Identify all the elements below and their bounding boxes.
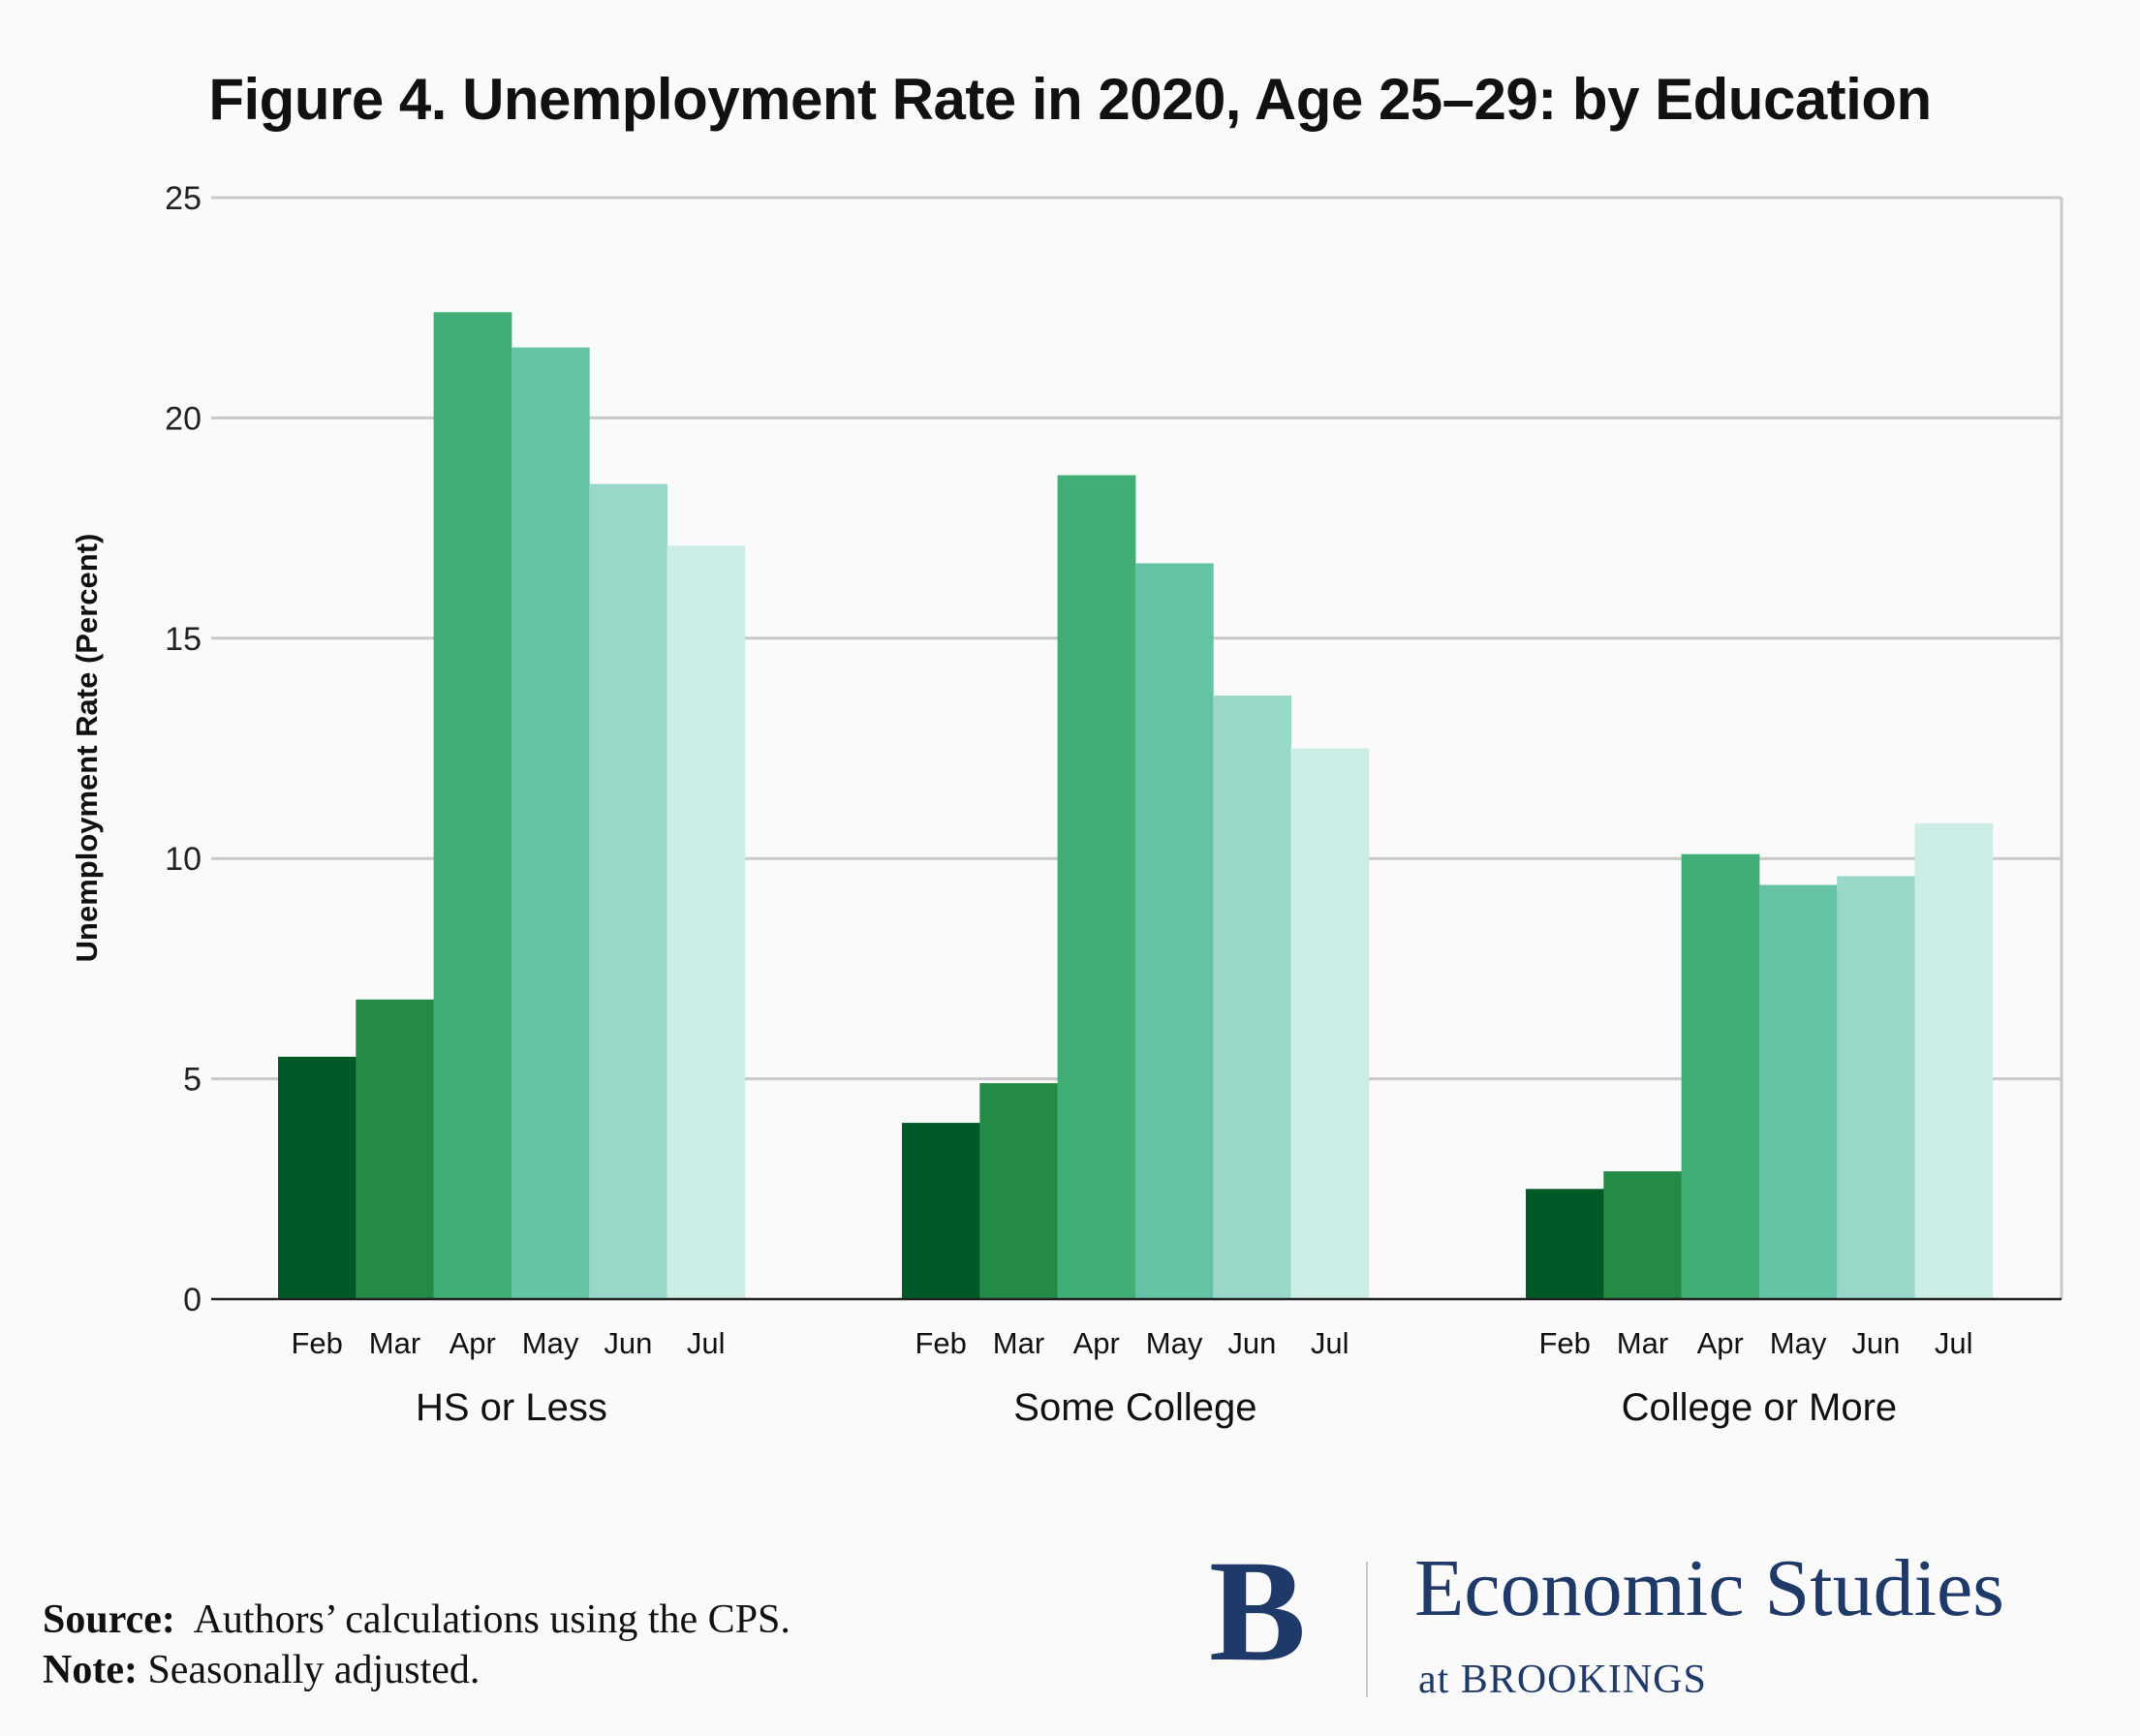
- note-line: Note: Seasonally adjusted.: [43, 1647, 480, 1693]
- bar-jul: [1290, 748, 1370, 1299]
- x-group-label: College or More: [1622, 1386, 1898, 1429]
- x-group-label: HS or Less: [416, 1386, 607, 1429]
- x-month-label: Apr: [450, 1326, 496, 1360]
- note-label: Note:: [43, 1648, 138, 1692]
- note-text: Seasonally adjusted.: [147, 1648, 481, 1692]
- bar-jun: [1837, 876, 1915, 1299]
- x-month-label: Mar: [1617, 1326, 1668, 1360]
- y-tick-label: 25: [165, 180, 202, 217]
- x-month-label: Jul: [687, 1326, 726, 1360]
- brookings-logo-letter: B: [1209, 1531, 1307, 1691]
- x-month-label: Jul: [1311, 1326, 1349, 1360]
- bar-apr: [433, 312, 512, 1299]
- bar-may: [1758, 884, 1838, 1299]
- logo-name: Economic Studies: [1414, 1543, 2004, 1633]
- source-text: Authors’ calculations using the CPS.: [193, 1597, 791, 1642]
- x-month-label: Feb: [291, 1326, 342, 1360]
- source-line: Source: Authors’ calculations using the …: [43, 1596, 791, 1643]
- x-month-label: Apr: [1697, 1326, 1744, 1360]
- bar-apr: [1057, 475, 1136, 1299]
- bar-may: [511, 347, 590, 1300]
- x-month-label: Jul: [1935, 1326, 1973, 1360]
- y-tick-label: 10: [165, 841, 202, 878]
- logo-divider: [1366, 1562, 1368, 1697]
- x-month-label: Apr: [1073, 1326, 1120, 1360]
- bar-mar: [356, 999, 435, 1299]
- bar-mar: [979, 1083, 1059, 1299]
- bar-jul: [1914, 822, 1994, 1299]
- x-month-label: Jun: [1227, 1326, 1276, 1360]
- y-tick-label: 20: [165, 400, 202, 437]
- source-label: Source:: [43, 1597, 175, 1642]
- bar-mar: [1603, 1171, 1683, 1299]
- x-month-label: Mar: [369, 1326, 420, 1360]
- bar-feb: [278, 1056, 357, 1299]
- x-month-label: May: [1146, 1326, 1203, 1360]
- y-tick-label: 5: [183, 1062, 202, 1099]
- bar-feb: [902, 1123, 980, 1299]
- bar-jun: [589, 483, 667, 1299]
- chart-title: Figure 4. Unemployment Rate in 2020, Age…: [208, 67, 1932, 132]
- x-group-label: Some College: [1013, 1386, 1256, 1429]
- y-tick-label: 15: [165, 621, 202, 658]
- bar-may: [1134, 563, 1214, 1299]
- x-month-label: May: [1770, 1326, 1827, 1360]
- x-month-label: Jun: [604, 1326, 652, 1360]
- bar-jul: [667, 545, 746, 1299]
- bar-feb: [1526, 1189, 1604, 1299]
- y-axis-label: Unemployment Rate (Percent): [70, 533, 104, 963]
- x-month-label: Feb: [1538, 1326, 1590, 1360]
- x-month-label: Jun: [1851, 1326, 1900, 1360]
- logo-subtitle: at BROOKINGS: [1418, 1658, 1707, 1702]
- bar-jun: [1213, 695, 1291, 1299]
- bar-apr: [1681, 853, 1760, 1299]
- x-month-label: Mar: [993, 1326, 1044, 1360]
- y-tick-label: 0: [183, 1282, 202, 1318]
- x-month-label: May: [522, 1326, 579, 1360]
- x-month-label: Feb: [915, 1326, 966, 1360]
